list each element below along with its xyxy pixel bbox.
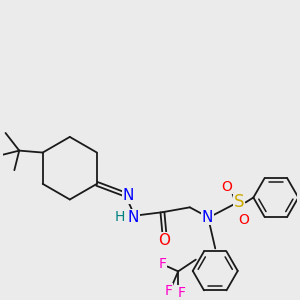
Text: F: F [158,256,166,271]
Text: N: N [202,210,213,225]
Text: O: O [238,213,249,227]
Text: F: F [164,284,172,298]
Text: F: F [178,286,186,300]
Text: O: O [158,233,170,248]
Text: O: O [221,180,233,194]
Text: S: S [233,194,244,211]
Text: N: N [122,188,134,203]
Text: H: H [114,210,124,224]
Text: N: N [128,210,139,225]
